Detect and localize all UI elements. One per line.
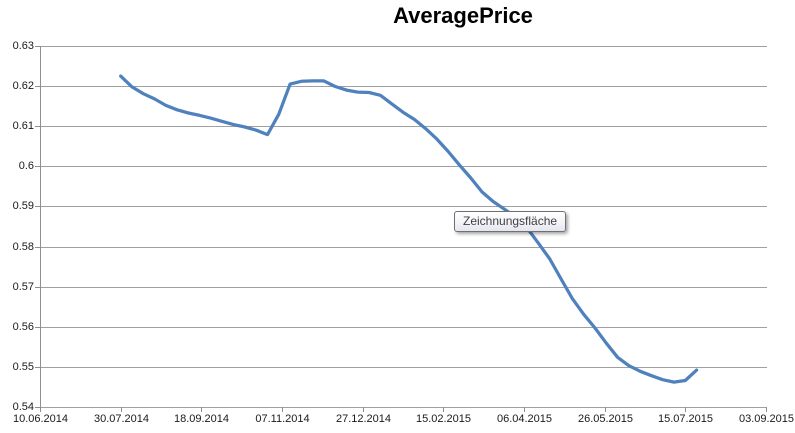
y-axis-label: 0.59 (12, 199, 34, 212)
y-axis-label: 0.58 (12, 240, 34, 253)
y-axis-label: 0.6 (18, 159, 34, 172)
y-axis-label: 0.54 (12, 400, 34, 413)
x-axis-label: 15.07.2015 (657, 413, 714, 425)
x-axis-label: 26.05.2015 (577, 413, 634, 425)
x-axis-label: 07.11.2014 (255, 413, 310, 425)
y-axis-label: 0.57 (12, 280, 34, 293)
chart-title: AveragePrice (393, 3, 533, 28)
x-axis-label: 27.12.2014 (335, 413, 392, 425)
x-axis-label: 06.04.2015 (496, 413, 553, 425)
x-axis-label: 10.06.2014 (12, 413, 69, 425)
plot-area-tooltip: Zeichnungsfläche (454, 211, 567, 232)
y-axis-label: 0.62 (12, 79, 34, 92)
x-axis-label: 03.09.2015 (738, 413, 795, 425)
data-line-series[interactable] (119, 74, 699, 384)
y-axis-label: 0.56 (12, 320, 34, 333)
y-axis-label: 0.61 (12, 119, 34, 132)
x-axis-label: 30.07.2014 (93, 413, 150, 425)
x-axis-label: 18.09.2014 (173, 413, 230, 425)
y-axis-label: 0.63 (12, 39, 34, 52)
y-axis-label: 0.55 (12, 360, 34, 373)
x-axis-label: 15.02.2015 (415, 413, 472, 425)
